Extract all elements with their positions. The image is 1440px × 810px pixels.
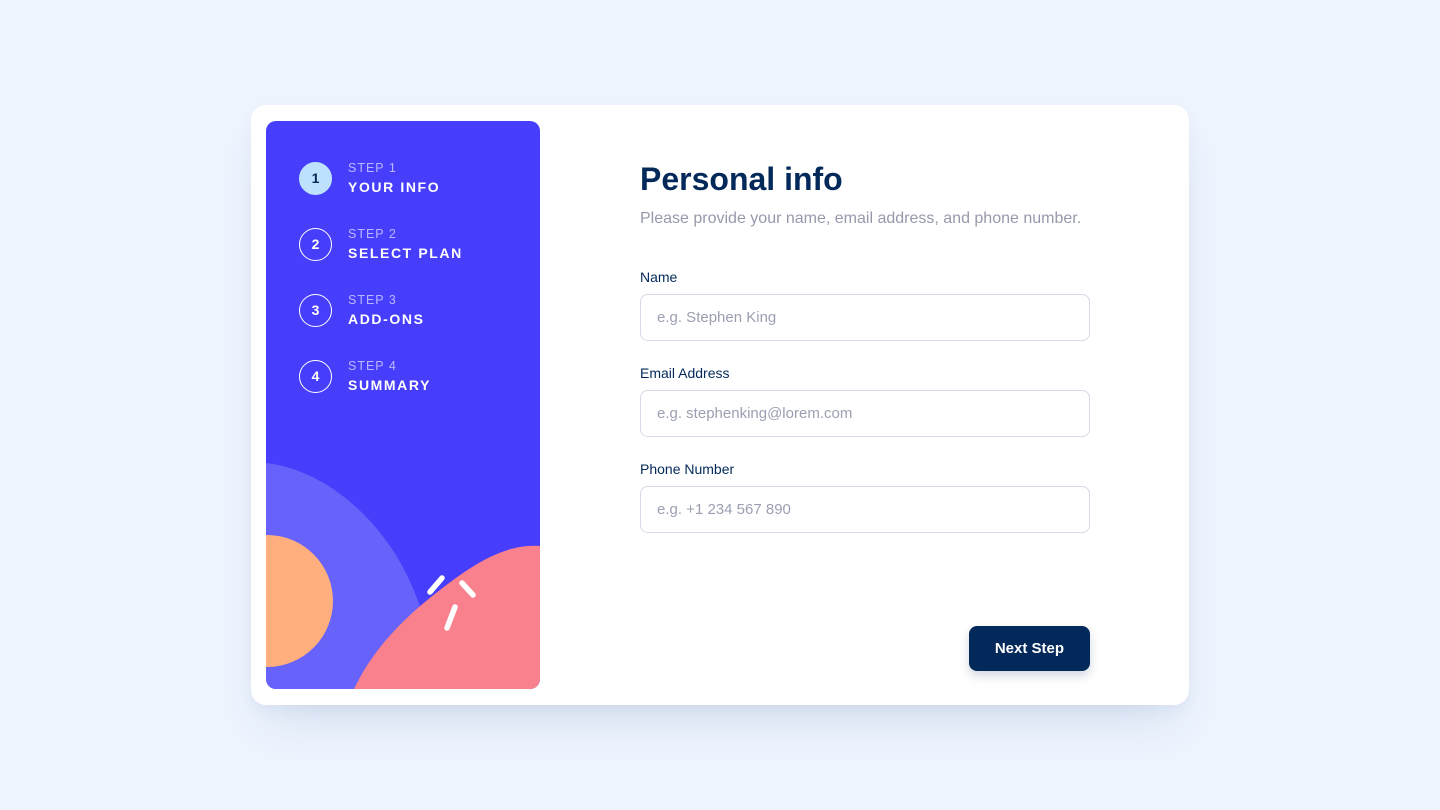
step-2-number: 2 [311,236,320,252]
phone-input[interactable] [640,486,1090,533]
step-3-label: STEP 3 [348,293,397,307]
steps-sidebar: 1 STEP 1 YOUR INFO 2 STEP 2 SELECT PLAN [266,121,540,689]
step-1-text: STEP 1 YOUR INFO [348,161,440,195]
step-4-number: 4 [311,368,320,384]
step-4-name: SUMMARY [348,377,432,393]
email-input[interactable] [640,390,1090,437]
page-title: Personal info [640,161,843,197]
name-field-label: Name [640,269,678,285]
step-1-label: STEP 1 [348,161,397,175]
step-1-number: 1 [311,170,320,186]
sidebar-item-step-3[interactable]: 3 STEP 3 ADD-ONS [299,293,540,327]
email-field-label: Email Address [640,365,730,381]
step-2-label: STEP 2 [348,227,397,241]
step-3-circle: 3 [299,293,332,327]
step-3-name: ADD-ONS [348,311,425,327]
form-actions: Next Step [640,626,1090,671]
multi-step-form-card: 1 STEP 1 YOUR INFO 2 STEP 2 SELECT PLAN [251,105,1189,705]
step-4-circle: 4 [299,359,332,393]
phone-field-group: Phone Number [640,461,1090,533]
step-3-text: STEP 3 ADD-ONS [348,293,425,327]
step-1-name: YOUR INFO [348,179,441,195]
personal-info-panel: Personal info Please provide your name, … [540,121,1175,689]
step-1-circle: 1 [299,161,332,195]
email-field-group: Email Address [640,365,1090,437]
step-2-circle: 2 [299,227,332,261]
step-4-label: STEP 4 [348,359,397,373]
step-4-text: STEP 4 SUMMARY [348,359,431,393]
next-step-button[interactable]: Next Step [968,626,1090,671]
phone-field-label: Phone Number [640,461,735,477]
name-input[interactable] [640,294,1090,341]
page-subtitle: Please provide your name, email address,… [640,210,1082,227]
step-2-text: STEP 2 SELECT PLAN [348,227,463,261]
sidebar-decoration-shapes [266,463,540,689]
white-dashes-accent [427,575,476,631]
steps-list: 1 STEP 1 YOUR INFO 2 STEP 2 SELECT PLAN [266,121,540,393]
step-3-number: 3 [311,302,320,318]
step-2-name: SELECT PLAN [348,245,463,261]
pink-hill-shape [354,545,540,689]
sidebar-item-step-1[interactable]: 1 STEP 1 YOUR INFO [299,161,540,195]
name-field-group: Name [640,269,1090,341]
sidebar-item-step-2[interactable]: 2 STEP 2 SELECT PLAN [299,227,540,261]
orange-circle-shape [266,535,333,667]
sidebar-item-step-4[interactable]: 4 STEP 4 SUMMARY [299,359,540,393]
